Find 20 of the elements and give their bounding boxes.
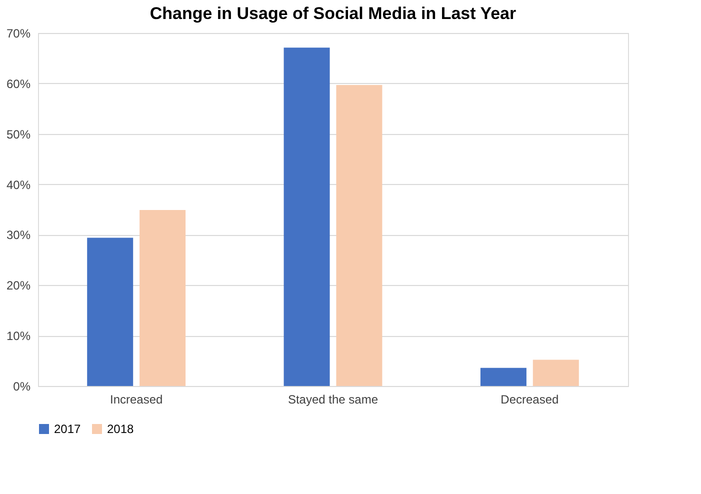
x-tick-label: Decreased [500,392,559,406]
bar [284,48,330,386]
chart-title: Change in Usage of Social Media in Last Year [150,4,516,23]
y-tick-label: 60% [6,76,31,91]
y-tick-label: 40% [6,178,31,192]
bar [336,84,382,386]
y-tick-label: 30% [6,228,31,242]
y-tick-label: 50% [6,127,31,142]
x-tick-label: Increased [110,392,163,406]
bar [532,360,579,386]
y-tick-label: 70% [6,26,31,40]
x-tick-label: Stayed the same [288,392,378,406]
y-tick-label: 10% [6,329,31,344]
legend-label: 2018 [107,422,134,436]
legend-label: 2017 [54,422,82,436]
bar [140,210,186,386]
bar [480,368,526,386]
bar [87,238,134,386]
y-tick-label: 0% [13,380,31,394]
y-tick-label: 20% [6,278,31,293]
